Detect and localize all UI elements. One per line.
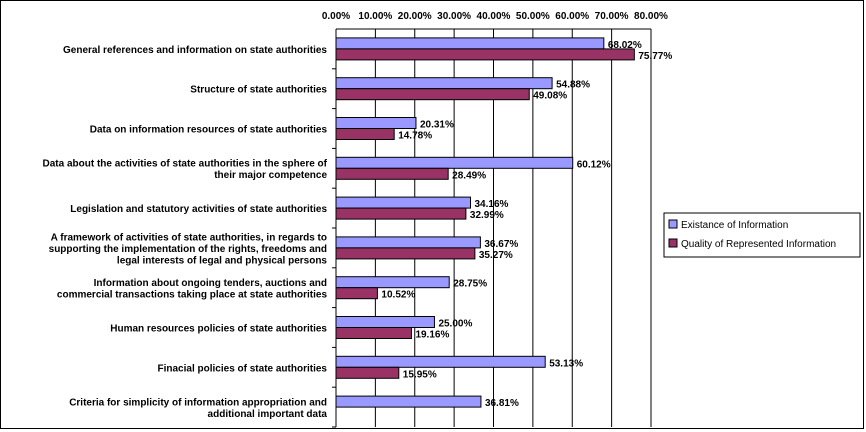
data-label: 15.95% [403, 369, 437, 380]
legend-box [663, 212, 861, 258]
data-label: 14.78% [398, 131, 432, 142]
legend-label: Quality of Represented Information [681, 239, 836, 250]
data-label: 36.67% [484, 239, 518, 250]
x-tick-label: 30.00% [437, 11, 471, 22]
category-label: Structure of state authorities [190, 85, 327, 96]
category-label: Data on information resources of state a… [90, 125, 328, 136]
bar-quality [335, 327, 412, 339]
category-label: Data about the activities of state autho… [43, 159, 328, 170]
category-label: Human resources policies of state author… [110, 324, 327, 335]
bar-quality [335, 128, 395, 140]
data-label: 36.81% [485, 398, 519, 409]
bar-existance [335, 395, 482, 408]
category-label: Criteria for simplicity of information a… [69, 397, 327, 408]
bar-quality [335, 287, 378, 300]
x-tick-label: 60.00% [555, 11, 589, 22]
data-label: 34.16% [475, 199, 509, 210]
bar-quality [335, 88, 530, 101]
bar-existance [335, 37, 605, 50]
data-label: 20.31% [420, 120, 454, 131]
data-label: 32.99% [470, 210, 504, 221]
bar-quality [335, 207, 467, 220]
data-label: 10.52% [381, 290, 415, 301]
category-label: commercial transactions taking place at … [57, 289, 328, 300]
bar-quality [335, 366, 400, 379]
legend-swatch [668, 238, 678, 248]
data-label: 60.12% [577, 159, 611, 170]
data-label: 49.08% [533, 91, 567, 102]
x-tick-label: 50.00% [516, 11, 550, 22]
category-label: General references and information on st… [63, 45, 327, 56]
data-label: 28.49% [452, 170, 486, 181]
legend-swatch [668, 219, 678, 229]
data-label: 19.16% [415, 330, 449, 341]
bar-existance [335, 355, 546, 368]
data-label: 53.13% [549, 358, 583, 369]
category-label: Information about ongoing tenders, aucti… [94, 278, 327, 289]
x-tick-label: 10.00% [358, 11, 392, 22]
bar-existance [335, 156, 574, 169]
bar-quality [335, 167, 449, 180]
data-label: 54.88% [556, 80, 590, 91]
category-label: legal interests of legal and physical pe… [117, 255, 328, 266]
bar-existance [335, 276, 450, 289]
data-label: 25.00% [438, 319, 472, 330]
bar-quality [335, 247, 476, 260]
category-label: supporting the implementation of the rig… [49, 244, 327, 255]
x-tick-label: 80.00% [634, 11, 668, 22]
data-label: 75.77% [638, 51, 672, 62]
data-label: 68.02% [608, 40, 642, 51]
legend-label: Existance of Information [681, 220, 788, 231]
x-tick-label: 40.00% [477, 11, 511, 22]
x-tick-label: 70.00% [595, 11, 629, 22]
bar-existance [335, 77, 553, 90]
data-label: 28.75% [453, 279, 487, 290]
x-tick-label: 0.00% [322, 11, 350, 22]
category-label: A framework of activities of state autho… [51, 232, 327, 243]
x-tick-label: 20.00% [398, 11, 432, 22]
category-label: Legislation and statutory activities of … [70, 204, 327, 215]
category-label: their major competence [214, 170, 327, 181]
bar-existance [335, 117, 417, 129]
bar-existance [335, 316, 435, 328]
bar-quality [335, 48, 635, 61]
bar-existance [335, 196, 472, 209]
category-label: Finacial policies of state authorities [158, 363, 328, 374]
data-label: 35.27% [479, 250, 513, 261]
bar-existance [335, 236, 481, 249]
category-label: additional important data [208, 409, 328, 420]
